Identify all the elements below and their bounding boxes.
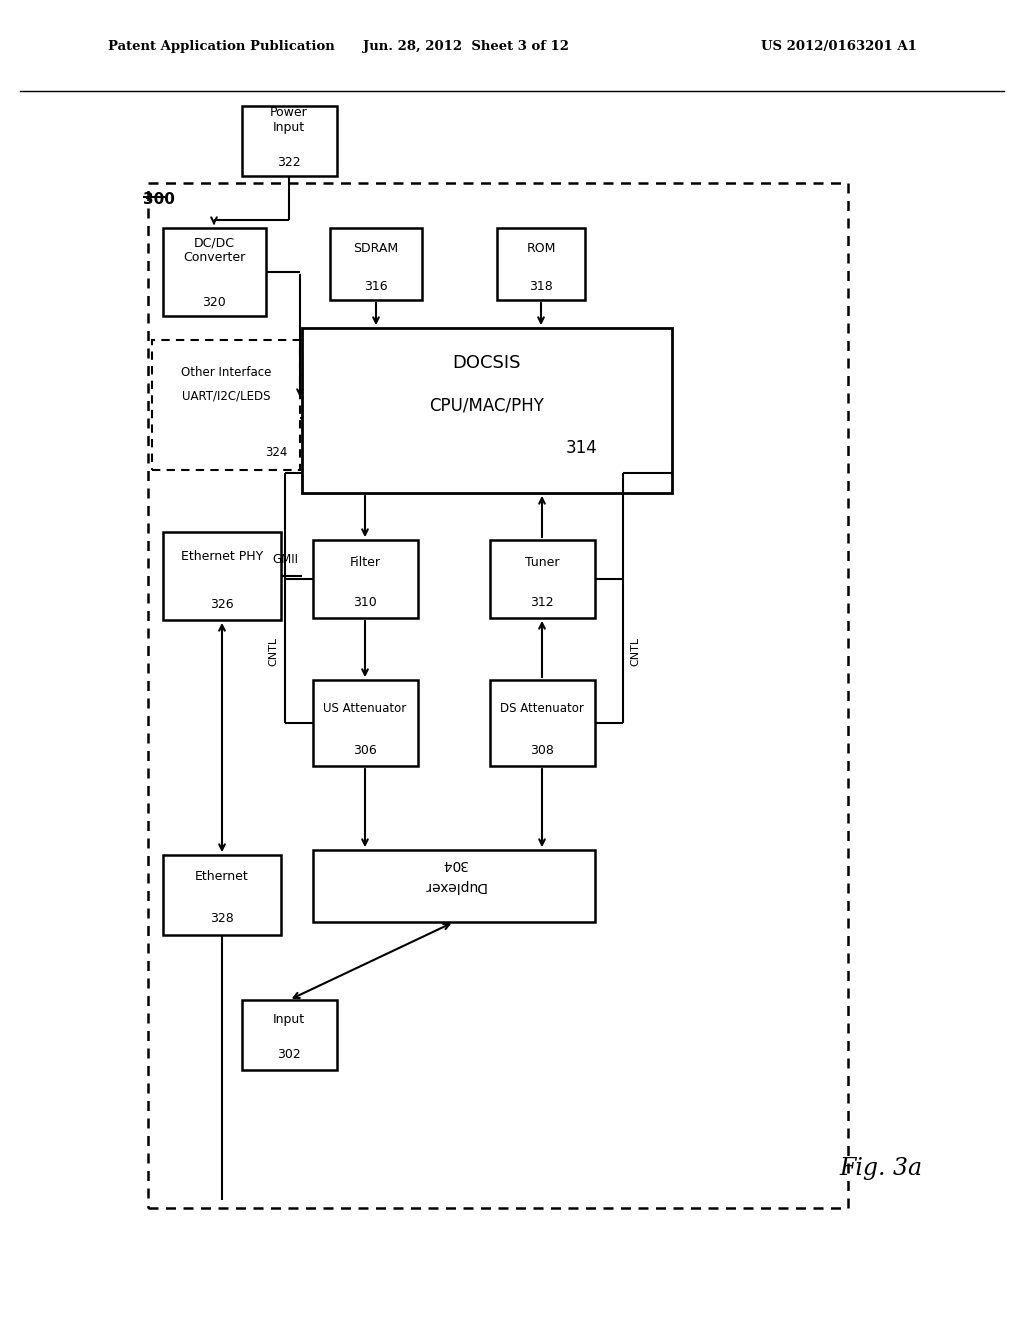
Text: 314: 314 [566, 440, 598, 457]
Text: 310: 310 [353, 595, 377, 609]
Text: US 2012/0163201 A1: US 2012/0163201 A1 [761, 40, 916, 53]
Bar [313, 680, 418, 766]
Text: 302: 302 [278, 1048, 301, 1060]
Bar [302, 327, 672, 492]
Bar [163, 532, 281, 620]
Text: 304: 304 [441, 857, 467, 871]
Bar [163, 228, 266, 315]
Text: CPU/MAC/PHY: CPU/MAC/PHY [429, 397, 545, 414]
Bar [152, 341, 300, 470]
Text: 300: 300 [143, 191, 175, 207]
Text: 312: 312 [530, 595, 554, 609]
Text: 306: 306 [353, 743, 377, 756]
Text: CNTL: CNTL [268, 636, 278, 665]
Text: 326: 326 [210, 598, 233, 610]
Text: DS Attenuator: DS Attenuator [500, 701, 584, 714]
Bar [242, 1001, 337, 1071]
Text: Input: Input [273, 1014, 305, 1027]
Bar [490, 680, 595, 766]
Text: Ethernet: Ethernet [196, 870, 249, 883]
Bar [330, 228, 422, 300]
Text: 322: 322 [278, 156, 301, 169]
Text: 316: 316 [365, 280, 388, 293]
Bar [242, 106, 337, 176]
Text: Jun. 28, 2012  Sheet 3 of 12: Jun. 28, 2012 Sheet 3 of 12 [362, 40, 569, 53]
Text: Duplexer: Duplexer [423, 879, 485, 894]
Text: Fig. 3a: Fig. 3a [840, 1156, 923, 1180]
Bar [490, 540, 595, 618]
Text: DC/DC
Converter: DC/DC Converter [183, 236, 245, 264]
Text: DOCSIS: DOCSIS [453, 354, 521, 372]
Text: US Attenuator: US Attenuator [324, 701, 407, 714]
Text: GMII: GMII [272, 553, 298, 566]
Bar [497, 228, 585, 300]
Text: ROM: ROM [526, 242, 556, 255]
Text: SDRAM: SDRAM [353, 242, 398, 255]
Text: 320: 320 [202, 296, 226, 309]
Text: UART/I2C/LEDS: UART/I2C/LEDS [181, 389, 270, 403]
Text: Filter: Filter [349, 556, 381, 569]
Text: Tuner: Tuner [524, 556, 559, 569]
Text: Patent Application Publication: Patent Application Publication [108, 40, 334, 53]
Text: Power
Input: Power Input [270, 106, 308, 135]
Text: 328: 328 [210, 912, 233, 925]
Text: 308: 308 [530, 743, 554, 756]
Text: 318: 318 [529, 280, 553, 293]
Bar [148, 183, 848, 1208]
Text: Ethernet PHY: Ethernet PHY [181, 550, 263, 564]
Text: Other Interface: Other Interface [181, 366, 271, 379]
Text: 324: 324 [265, 446, 288, 458]
Bar [313, 540, 418, 618]
Text: CNTL: CNTL [630, 636, 640, 665]
Bar [163, 855, 281, 935]
Bar [313, 850, 595, 921]
